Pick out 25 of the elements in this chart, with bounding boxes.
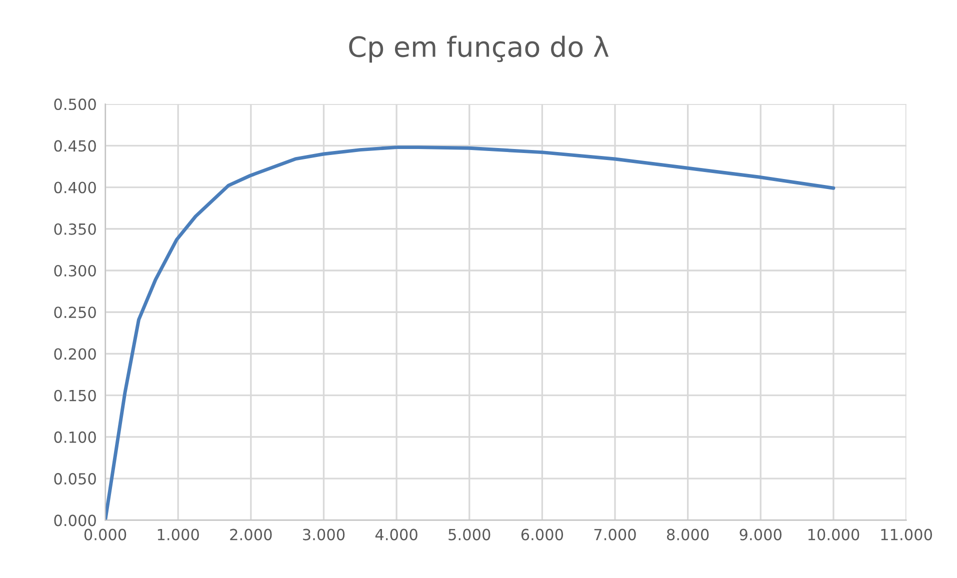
x-tick-label: 2.000 bbox=[230, 528, 272, 540]
y-tick-label: 0.400 bbox=[54, 182, 96, 194]
x-tick-label: 0.000 bbox=[84, 528, 126, 540]
y-tick-label: 0.350 bbox=[54, 223, 96, 235]
y-tick-label: 0.250 bbox=[54, 306, 96, 318]
x-tick-label: 4.000 bbox=[375, 528, 418, 540]
x-tick-label: 3.000 bbox=[303, 528, 345, 540]
x-tick-label: 8.000 bbox=[666, 528, 709, 540]
y-tick-label: 0.450 bbox=[54, 140, 96, 152]
line-series bbox=[105, 146, 836, 520]
x-tick-label: 11.000 bbox=[881, 528, 932, 540]
y-tick-label: 0.050 bbox=[54, 473, 96, 485]
chart-title: Cp em funçao do λ bbox=[349, 36, 609, 63]
x-tick-label: 1.000 bbox=[158, 528, 199, 540]
y-tick-label: 0.150 bbox=[54, 390, 96, 402]
x-tick-label: 9.000 bbox=[740, 528, 782, 540]
y-tick-label: 0.100 bbox=[54, 431, 96, 443]
x-tick-label: 6.000 bbox=[521, 528, 564, 540]
y-tick-label: 0.000 bbox=[54, 514, 96, 526]
x-tick-label: 10.000 bbox=[808, 528, 860, 540]
x-tick-label: 5.000 bbox=[448, 528, 490, 540]
y-tick-label: 0.300 bbox=[54, 264, 96, 277]
y-tick-label: 0.500 bbox=[54, 98, 96, 110]
y-tick-label: 0.200 bbox=[54, 348, 96, 360]
x-tick-label: 7.000 bbox=[594, 528, 636, 540]
